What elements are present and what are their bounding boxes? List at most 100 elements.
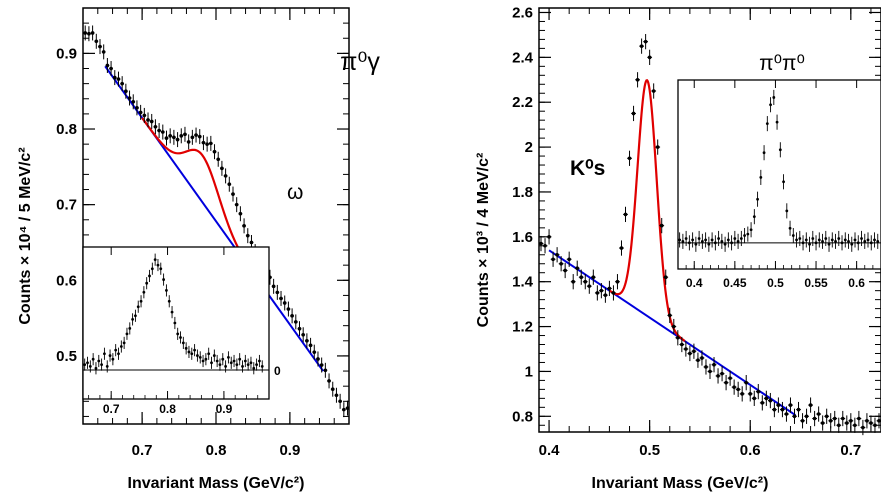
data-point xyxy=(663,275,668,280)
data-point xyxy=(205,142,209,146)
data-point xyxy=(680,342,684,347)
data-point xyxy=(639,44,644,48)
data-point xyxy=(551,257,555,262)
data-point xyxy=(316,357,320,361)
data-point xyxy=(201,140,206,145)
data-point xyxy=(651,89,656,93)
inset-x-tick-label: 0.8 xyxy=(159,402,176,416)
data-point xyxy=(116,77,121,81)
data-point xyxy=(131,99,136,104)
y-tick-label: 0.5 xyxy=(56,348,77,365)
data-point xyxy=(840,416,845,421)
data-point xyxy=(109,66,113,71)
inset-data-point xyxy=(148,274,151,278)
inset-data-point xyxy=(710,238,714,242)
data-point xyxy=(748,392,753,396)
data-point xyxy=(146,118,150,122)
data-point xyxy=(227,182,232,187)
data-point xyxy=(124,89,128,93)
inset-data-point xyxy=(218,363,222,367)
data-point xyxy=(760,401,765,405)
data-point xyxy=(138,110,143,115)
inset-data-point xyxy=(821,239,824,243)
inset-baseline-label: 0 xyxy=(274,364,281,378)
data-point xyxy=(571,279,575,284)
inset-data-point xyxy=(798,237,802,240)
data-point xyxy=(297,326,302,331)
data-point xyxy=(579,275,584,280)
inset-data-point xyxy=(83,363,87,367)
inset-data-point xyxy=(190,352,194,356)
data-point xyxy=(740,392,744,396)
data-point xyxy=(308,343,313,348)
inset-data-point xyxy=(687,241,691,245)
data-point xyxy=(87,31,91,36)
data-point xyxy=(567,257,571,262)
inset-data-point xyxy=(258,359,261,363)
inset-data-point xyxy=(156,263,160,267)
data-point xyxy=(667,313,672,318)
left-panel: 0.7 0.8 0.9 0.5 0.6 0.7 0.8 0.9 Invariant Mass (… xyxy=(17,7,380,492)
inset-data-point xyxy=(193,348,197,352)
inset-data-point xyxy=(235,363,239,367)
data-point xyxy=(716,374,720,378)
y-tick-label: 2.2 xyxy=(512,94,533,111)
data-point xyxy=(812,416,817,421)
inset-data-point xyxy=(181,341,185,345)
inset-data-point xyxy=(117,352,120,356)
data-point xyxy=(101,50,106,54)
y-tick-label: 2.6 xyxy=(512,4,533,21)
inset-data-point xyxy=(167,299,171,303)
data-point xyxy=(105,63,110,68)
data-point xyxy=(286,307,291,311)
data-point xyxy=(599,288,604,293)
data-point xyxy=(547,235,551,239)
data-point xyxy=(732,385,736,389)
data-point xyxy=(90,31,95,35)
inset-data-point xyxy=(788,226,792,230)
data-point xyxy=(168,134,172,138)
x-tick-label: 0.8 xyxy=(206,442,227,459)
peak-label: ω xyxy=(287,181,303,204)
inset-data-point xyxy=(187,350,191,354)
data-point xyxy=(282,301,287,305)
inset-data-point xyxy=(853,238,857,242)
inset-data-point xyxy=(876,239,880,243)
data-point xyxy=(135,106,139,110)
inset-data-point xyxy=(837,237,841,240)
data-point xyxy=(238,211,243,216)
data-point xyxy=(857,416,861,421)
data-point xyxy=(312,350,317,354)
data-point xyxy=(172,135,176,140)
data-point xyxy=(877,418,881,423)
data-point xyxy=(242,224,246,228)
data-point xyxy=(345,406,350,410)
y-tick-label: 0.9 xyxy=(56,45,77,62)
data-point xyxy=(142,113,147,118)
inset-x-tick-label: 0.7 xyxy=(103,402,120,416)
x-tick-label: 0.9 xyxy=(279,442,300,459)
data-point xyxy=(712,362,716,367)
data-point xyxy=(275,290,280,295)
inset-data-point xyxy=(105,365,109,368)
data-point xyxy=(164,136,169,140)
data-point xyxy=(212,149,217,154)
inset-data-point xyxy=(136,305,140,309)
inset-data-point xyxy=(843,238,847,242)
y-tick-label: 1.8 xyxy=(512,184,533,201)
inset-data-point xyxy=(814,241,818,245)
data-point xyxy=(161,130,165,134)
inset-data-point xyxy=(215,359,219,363)
inset-data-point xyxy=(713,241,717,245)
inset-data-point xyxy=(726,238,730,242)
inset-data-point xyxy=(125,332,129,336)
inset-data-point xyxy=(212,354,216,357)
inset-data-point xyxy=(730,241,733,245)
inset-data-point xyxy=(176,332,180,336)
data-point xyxy=(279,296,283,301)
data-point xyxy=(83,31,88,35)
channel-annotation: π⁰π⁰ xyxy=(759,52,805,75)
inset-data-point xyxy=(860,237,863,240)
data-point xyxy=(220,166,224,171)
